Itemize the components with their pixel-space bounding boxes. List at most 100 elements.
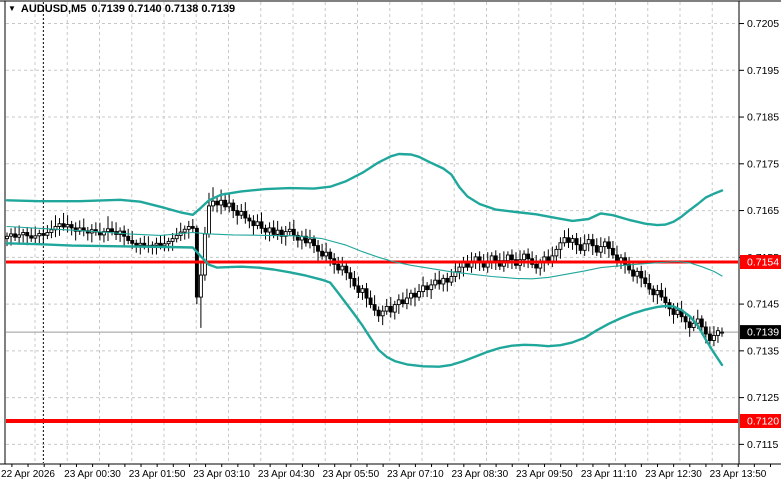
- candle-body-bull: [162, 243, 167, 247]
- candle-body-bull: [562, 237, 567, 244]
- candle-body-bull: [570, 238, 575, 243]
- candle-body-bull: [33, 235, 38, 239]
- bollinger-upper-band: [5, 152, 724, 227]
- candle-body-bull: [396, 299, 401, 306]
- candle-body-bear: [493, 255, 498, 262]
- candle-body-bear: [344, 265, 349, 274]
- time-label: 23 Apr 12:30: [645, 469, 702, 480]
- candle-body-bear: [699, 318, 704, 328]
- candle-body-bull: [635, 270, 640, 277]
- candle-body-bear: [13, 233, 18, 238]
- candle-body-bear: [348, 272, 353, 279]
- candle-body-bull: [5, 235, 9, 240]
- candle-body-bear: [215, 200, 220, 206]
- candle-body-bear: [578, 244, 583, 251]
- candle-body-bull: [384, 305, 389, 312]
- candle-body-bear: [671, 308, 676, 315]
- candle-body-bear: [509, 254, 514, 261]
- candle-body-bull: [691, 322, 696, 328]
- candle-body-bear: [643, 277, 648, 284]
- candle-body-bull: [582, 243, 587, 251]
- candle-body-bull: [275, 229, 280, 235]
- candle-body-bear: [400, 299, 405, 305]
- candle-body-bear: [364, 288, 369, 299]
- candle-body-bear: [303, 235, 308, 244]
- candle-body-bear: [372, 304, 377, 311]
- price-tick-label: 0.7165: [747, 205, 779, 217]
- candle-body-bear: [231, 202, 236, 212]
- candle-body-bear: [134, 242, 139, 246]
- candle-body-bull: [170, 238, 175, 242]
- price-tick-label: 0.7175: [747, 158, 779, 170]
- candle-body-bear: [316, 245, 320, 252]
- candle-body-bull: [239, 211, 244, 216]
- chart-title-bar: ▼ AUDUSD,M5 0.7139 0.7140 0.7138 0.7139: [8, 3, 235, 15]
- candle-body-bull: [433, 279, 438, 286]
- candle-body-bear: [606, 241, 611, 249]
- candle-body-bear: [158, 242, 163, 247]
- candle-body-bull: [380, 310, 385, 317]
- candle-body-bear: [445, 277, 450, 283]
- candle-body-bear: [388, 305, 393, 313]
- candle-body-bull: [429, 284, 434, 291]
- candle-body-bear: [235, 210, 240, 216]
- candle-body-bull: [101, 231, 106, 236]
- candle-body-bear: [627, 263, 632, 271]
- candle-body-bear: [25, 232, 30, 237]
- candle-body-bull: [106, 228, 110, 233]
- ohlc-quote-label: 0.7139 0.7140 0.7138 0.7139: [91, 3, 236, 15]
- candle-body-bull: [198, 274, 203, 298]
- candle-body-bear: [142, 242, 147, 247]
- candle-body-bull: [558, 242, 563, 250]
- candle-body-bull: [138, 242, 143, 246]
- candle-body-bear: [703, 326, 708, 335]
- symbol-dropdown-icon[interactable]: ▼: [8, 4, 16, 13]
- candle-body-bear: [271, 227, 276, 235]
- time-label: 23 Apr 08:30: [451, 469, 508, 480]
- candle-body-bear: [279, 229, 284, 237]
- candle-body-bear: [566, 237, 571, 243]
- candle-body-bull: [360, 288, 365, 293]
- horizontal-line-0.7154[interactable]: [6, 260, 738, 264]
- candle-body-bear: [425, 285, 430, 291]
- candle-body-bear: [263, 227, 268, 233]
- candle-body-bull: [602, 241, 607, 248]
- candle-body-bear: [320, 250, 325, 257]
- candle-body-bull: [255, 221, 260, 226]
- candle-body-bull: [45, 232, 50, 236]
- candle-body-bear: [295, 234, 300, 241]
- candle-body-bull: [441, 277, 446, 285]
- candle-body-bull: [77, 227, 82, 232]
- candle-body-bull: [308, 238, 312, 244]
- hline-price-badge: [740, 255, 781, 269]
- candle-body-bear: [29, 235, 34, 239]
- candle-body-bear: [574, 238, 579, 246]
- candle-body-bull: [174, 234, 179, 240]
- candle-body-bull: [227, 202, 232, 208]
- candle-body-bull: [202, 233, 207, 276]
- candle-body-bear: [639, 270, 644, 279]
- candle-body-bear: [707, 333, 712, 341]
- candle-body-bear: [590, 239, 595, 247]
- candle-body-bull: [65, 224, 70, 228]
- candle-body-bear: [61, 223, 66, 228]
- symbol-period-label: AUDUSD,M5: [20, 3, 87, 15]
- candle-body-bear: [223, 199, 228, 208]
- candle-body-bull: [457, 266, 462, 273]
- candle-body-bear: [130, 240, 135, 244]
- candle-body-bull: [9, 233, 13, 237]
- candle-body-bull: [49, 229, 54, 233]
- candle-body-bear: [437, 279, 442, 285]
- candle-body-bull: [505, 254, 510, 262]
- price-tick-label: 0.7195: [747, 65, 779, 77]
- candle-body-bear: [368, 297, 373, 305]
- candle-body-bear: [647, 283, 652, 290]
- time-label: 22 Apr 2026: [1, 469, 55, 480]
- candle-body-bear: [73, 227, 78, 232]
- candle-body-bull: [219, 199, 224, 206]
- candle-body-bull: [675, 309, 680, 315]
- candle-body-bull: [449, 276, 454, 283]
- price-tick-label: 0.7185: [747, 112, 779, 124]
- horizontal-line-0.7120[interactable]: [6, 419, 738, 423]
